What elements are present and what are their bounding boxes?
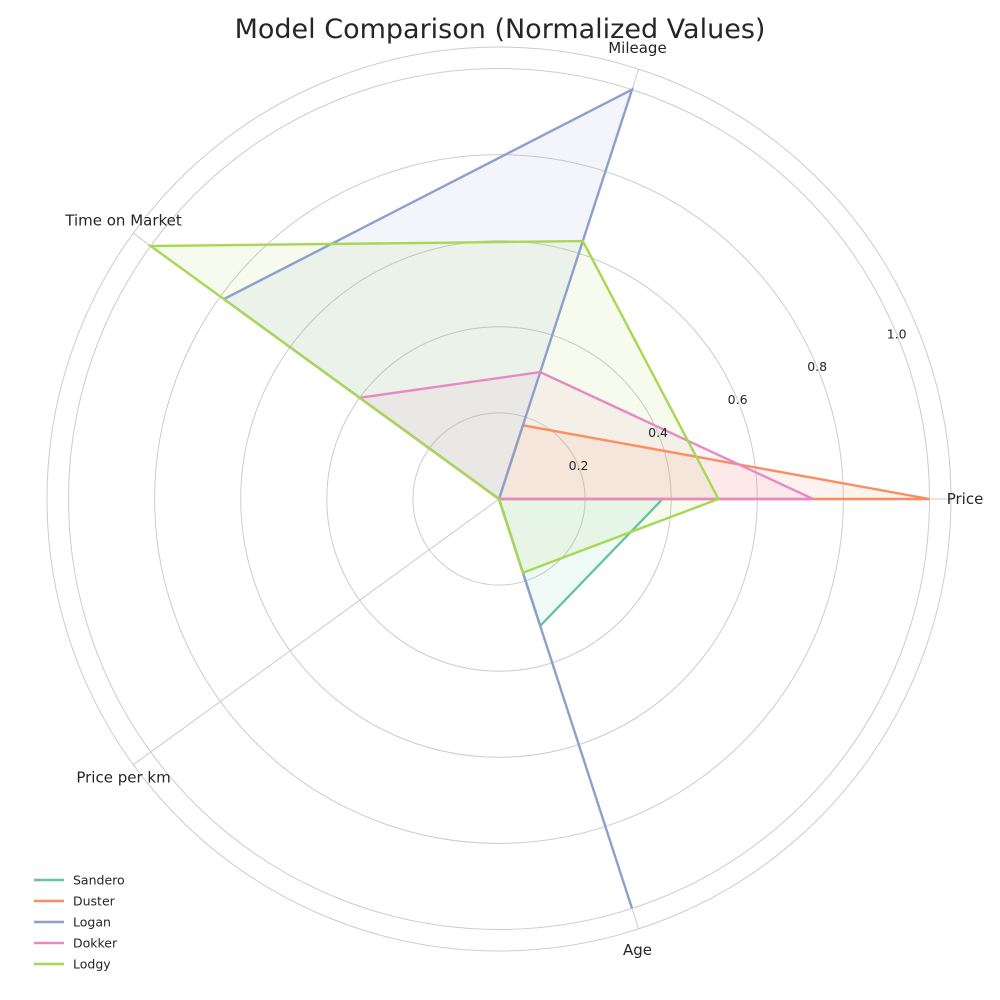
series-line xyxy=(147,239,721,575)
legend-label: Logan xyxy=(73,915,111,930)
axis-label: Price per km xyxy=(76,769,170,787)
axis-label: Age xyxy=(623,941,652,959)
radial-tick-labels: 0.2 0.4 0.6 0.8 1.0 xyxy=(569,326,907,473)
series-fill xyxy=(150,241,719,573)
legend: Sandero Duster Logan Dokker Lodgy xyxy=(34,873,125,972)
axis-label: Time on Market xyxy=(64,211,182,229)
radial-tick-label: 0.2 xyxy=(569,458,589,473)
legend-label: Lodgy xyxy=(73,957,111,972)
axis-labels: Price Mileage Time on Market Price per km Ag… xyxy=(64,39,983,959)
series-fill xyxy=(223,89,632,909)
chart-title: Model Comparison (Normalized Values) xyxy=(235,14,766,45)
radial-tick-label: 0.4 xyxy=(648,425,668,440)
axis-label: Mileage xyxy=(608,39,666,57)
axis-label: Price xyxy=(947,490,984,508)
radar-series xyxy=(147,87,930,909)
radial-tick-label: 1.0 xyxy=(887,326,907,341)
legend-label: Dokker xyxy=(73,936,118,951)
radial-tick-label: 0.8 xyxy=(807,359,827,374)
legend-label: Duster xyxy=(73,894,116,909)
series-fill xyxy=(359,372,814,499)
legend-label: Sandero xyxy=(73,873,125,888)
axis-spoke xyxy=(133,498,500,766)
series-fill xyxy=(499,499,663,626)
radial-tick-label: 0.6 xyxy=(728,392,748,407)
